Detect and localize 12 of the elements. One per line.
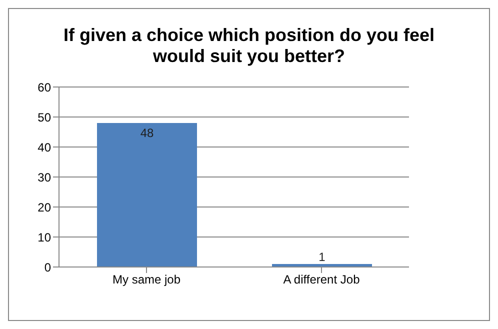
y-tick-label: 60 (38, 80, 52, 94)
y-tick-label: 50 (38, 110, 52, 124)
data-label: 1 (318, 250, 326, 264)
y-tick-label: 10 (38, 230, 52, 244)
data-label: 48 (140, 126, 154, 140)
y-tick-label: 30 (38, 170, 52, 184)
y-tick-label: 40 (38, 140, 52, 154)
chart-title: If given a choice which position do you feel would suit you better? (62, 24, 436, 67)
x-tick-label: My same job (112, 272, 181, 287)
y-tick-label: 20 (38, 200, 52, 214)
y-tick-label: 0 (44, 260, 52, 274)
x-tick-label: A different Job (283, 272, 360, 287)
